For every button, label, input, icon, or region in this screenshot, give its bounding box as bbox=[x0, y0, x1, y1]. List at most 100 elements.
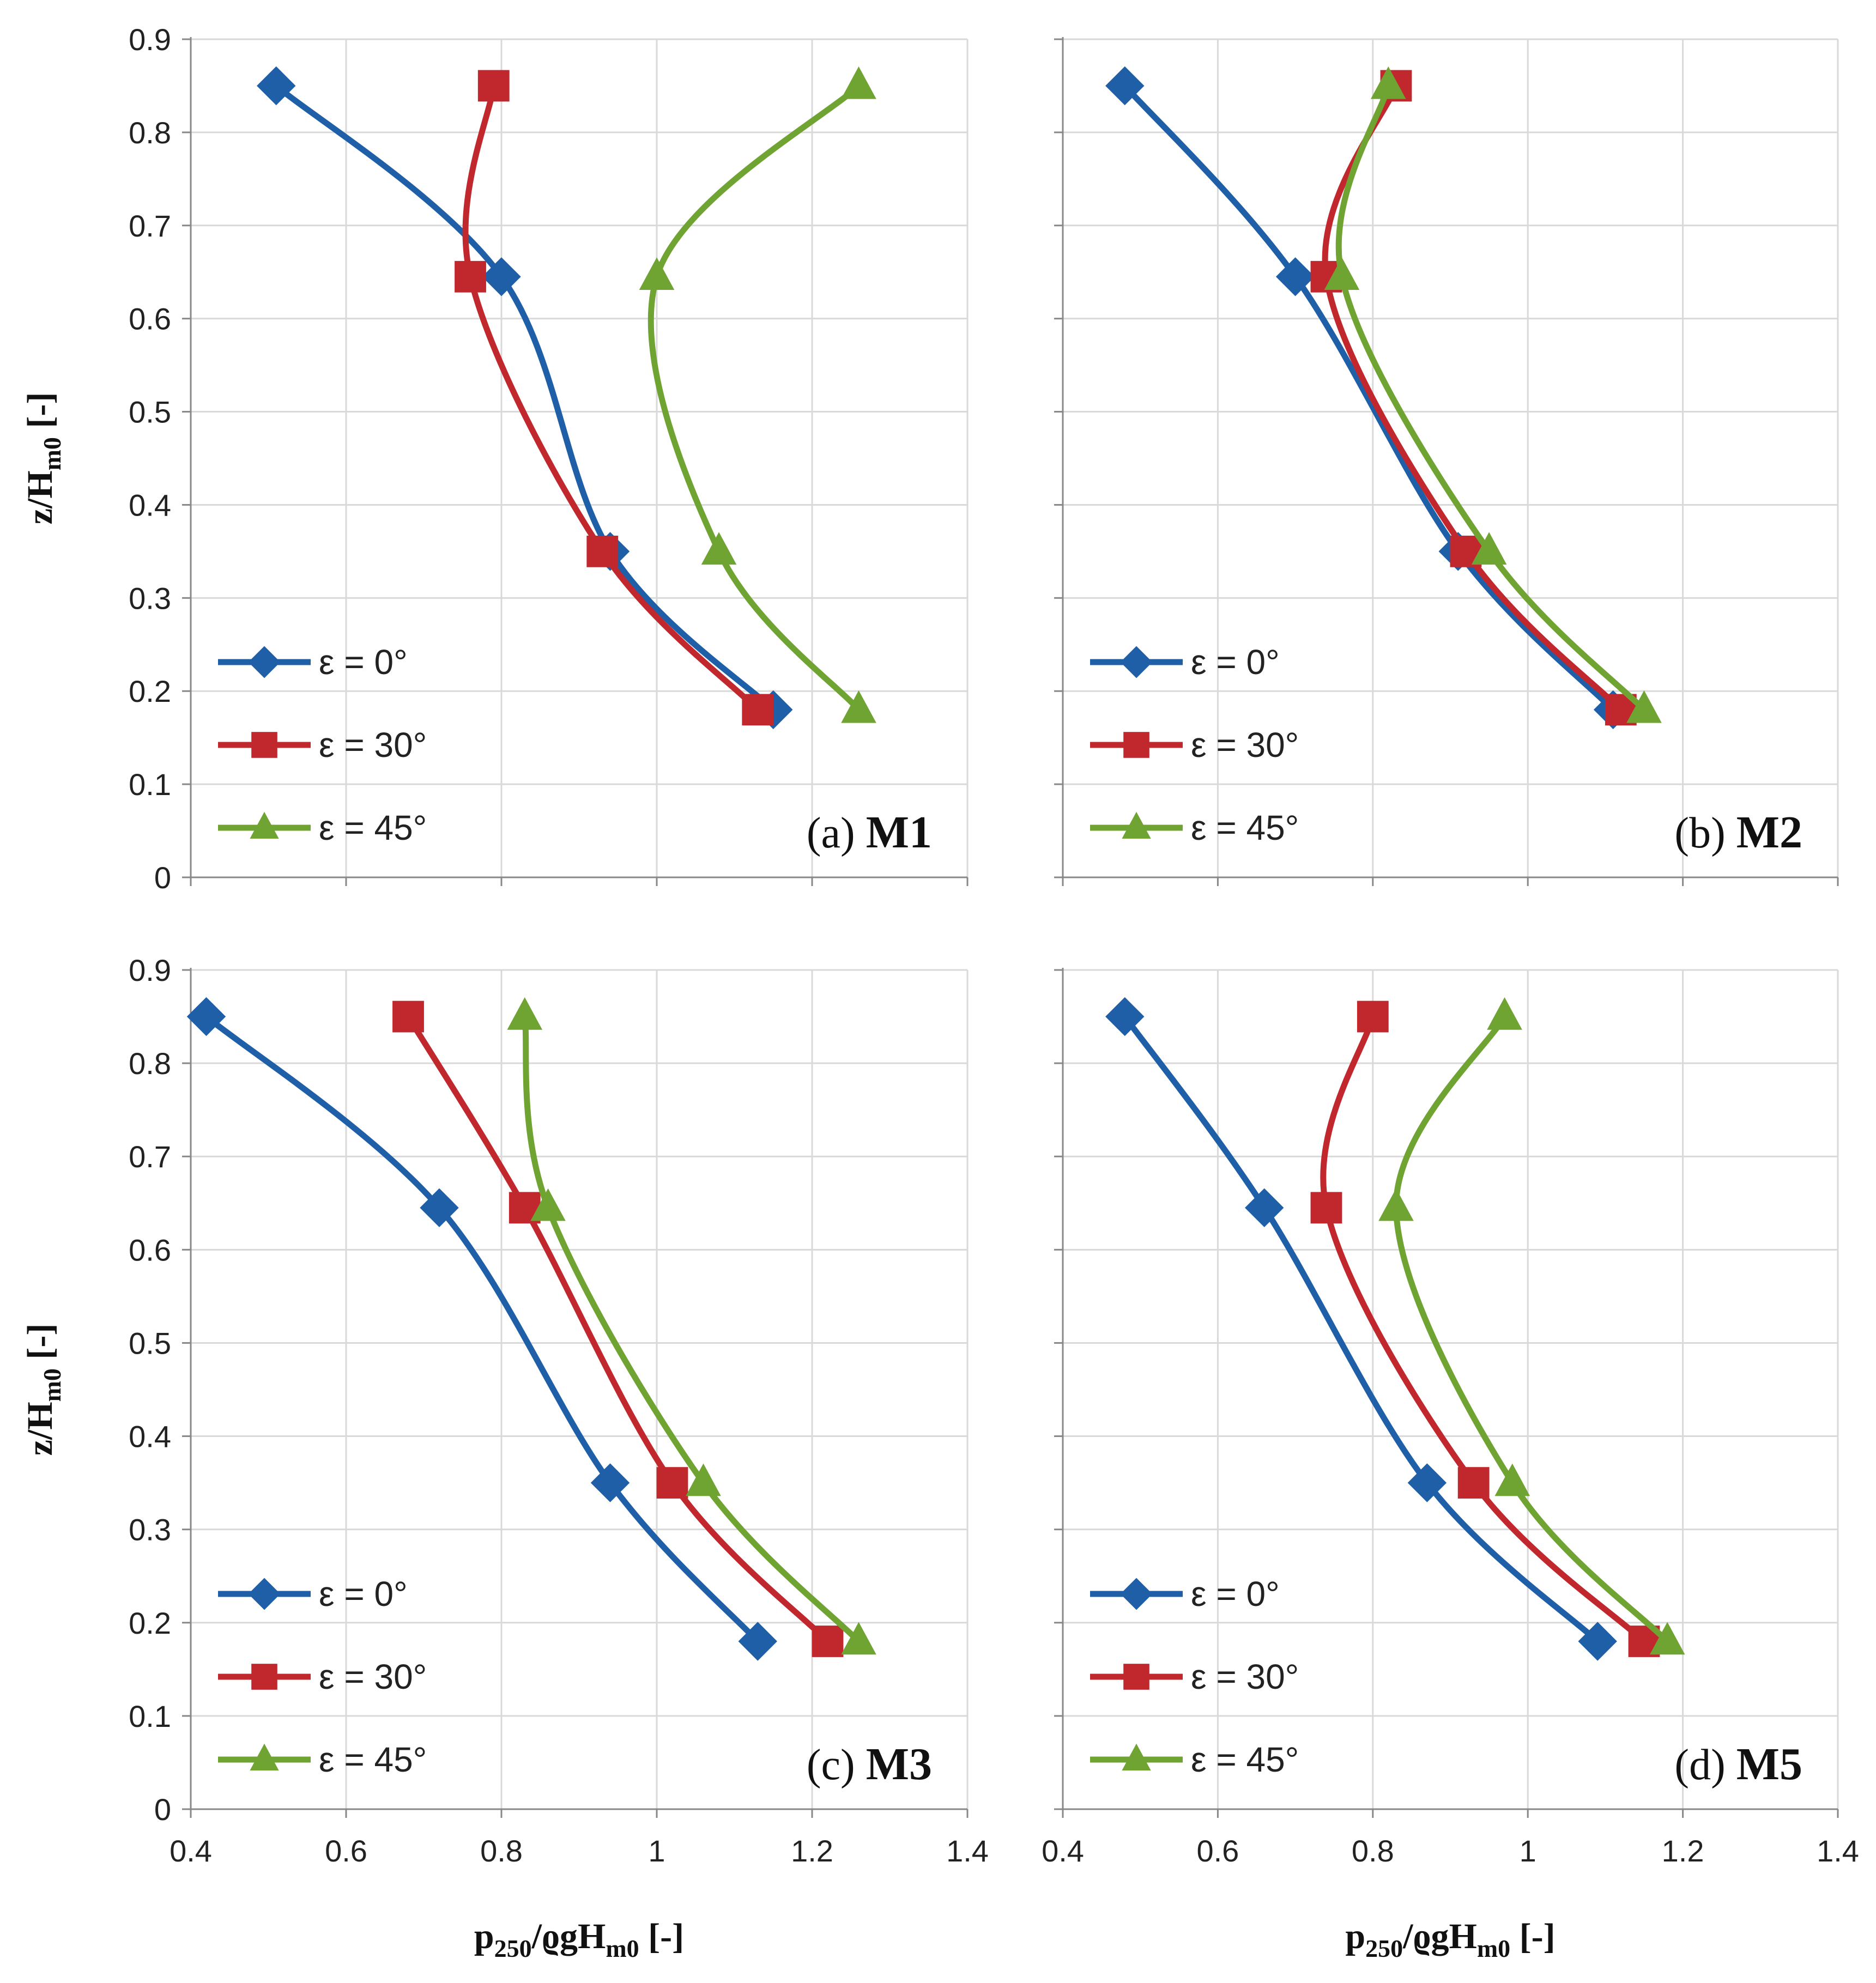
x-tick-label: 0.6 bbox=[1196, 1834, 1239, 1868]
data-point-diamond bbox=[186, 997, 226, 1036]
y-tick-label: 0.6 bbox=[129, 302, 171, 336]
y-axis-label: z/Hm0 [-] bbox=[20, 1324, 66, 1456]
legend: ε = 0° ε = 30° ε = 45° bbox=[218, 642, 427, 847]
gridlines bbox=[191, 969, 969, 1809]
y-tick-label: 0.8 bbox=[129, 116, 171, 150]
legend-item-eps-45: ε = 45° bbox=[1090, 808, 1299, 847]
y-tick-label: 0.7 bbox=[129, 1139, 171, 1174]
data-point-triangle bbox=[507, 997, 543, 1030]
series-line bbox=[203, 1014, 761, 1645]
series-eps-45 bbox=[1378, 997, 1685, 1655]
legend-label: ε = 30° bbox=[319, 725, 427, 765]
data-point-square bbox=[455, 260, 486, 293]
legend-marker-square bbox=[1123, 1664, 1149, 1690]
legend-item-eps-45: ε = 45° bbox=[218, 808, 427, 847]
legend-marker-square bbox=[251, 732, 277, 758]
y-tick-label: 0.6 bbox=[129, 1233, 171, 1267]
series-line bbox=[647, 82, 862, 713]
legend-marker-triangle bbox=[1122, 1743, 1151, 1770]
legend-marker-triangle bbox=[250, 1743, 279, 1770]
legend-marker-triangle bbox=[250, 811, 279, 839]
legend-marker-diamond bbox=[248, 646, 281, 678]
x-tick-label: 0.8 bbox=[480, 1834, 523, 1868]
y-tick-label: 0.7 bbox=[129, 209, 171, 243]
data-point-square bbox=[742, 694, 774, 726]
x-tick-label: 1.4 bbox=[946, 1834, 989, 1868]
data-point-triangle bbox=[1649, 1622, 1685, 1655]
data-point-diamond bbox=[1578, 1622, 1617, 1661]
legend-item-eps-0: ε = 0° bbox=[218, 642, 408, 682]
data-point-triangle bbox=[1471, 532, 1507, 565]
y-tick-label: 0.5 bbox=[129, 1326, 171, 1360]
x-axis-label: p250/ϱgHm0 [-] bbox=[474, 1917, 684, 1962]
x-tick-label: 1.4 bbox=[1817, 1834, 1859, 1868]
y-tick-label: 0 bbox=[154, 1792, 171, 1827]
y-tick-label: 0.1 bbox=[129, 1699, 171, 1733]
y-tick-label: 0.8 bbox=[129, 1046, 171, 1081]
series-line bbox=[273, 82, 777, 713]
gridlines bbox=[1063, 969, 1839, 1809]
panel-title: (d) M5 bbox=[1674, 1739, 1802, 1790]
legend-item-eps-0: ε = 0° bbox=[1090, 642, 1280, 682]
series-eps-30 bbox=[455, 70, 774, 726]
legend-label: ε = 45° bbox=[1191, 1740, 1299, 1779]
data-point-triangle bbox=[530, 1188, 566, 1221]
x-tick-label: 0.4 bbox=[170, 1834, 212, 1868]
legend: ε = 0° ε = 30° ε = 45° bbox=[218, 1574, 427, 1779]
x-tick-label: 1 bbox=[648, 1834, 665, 1868]
data-point-triangle bbox=[1378, 1188, 1414, 1221]
panel-title: (c) M3 bbox=[807, 1739, 932, 1790]
gridlines bbox=[1063, 38, 1839, 877]
y-axis-label: z/Hm0 [-] bbox=[20, 392, 66, 525]
series-line bbox=[1335, 82, 1647, 713]
y-tick-label: 0.5 bbox=[129, 395, 171, 429]
series-line bbox=[1393, 1014, 1671, 1645]
data-point-square bbox=[1310, 1192, 1342, 1224]
y-tick-label: 0.9 bbox=[129, 22, 171, 57]
data-point-triangle bbox=[1370, 66, 1406, 99]
data-point-triangle bbox=[701, 532, 737, 565]
data-point-square bbox=[586, 535, 619, 567]
series-eps-30 bbox=[1310, 1000, 1660, 1657]
gridlines bbox=[191, 38, 969, 877]
legend-item-eps-30: ε = 30° bbox=[218, 725, 427, 765]
panel-m2: ε = 0° ε = 30° ε = 45° (b) M2 bbox=[1054, 37, 1839, 886]
data-point-diamond bbox=[482, 257, 521, 296]
data-point-square bbox=[392, 1000, 424, 1033]
x-axis-label: p250/ϱgHm0 [-] bbox=[1345, 1917, 1555, 1962]
data-point-triangle bbox=[1494, 1463, 1530, 1496]
legend-label: ε = 0° bbox=[319, 1574, 408, 1614]
data-point-square bbox=[1357, 1000, 1389, 1033]
y-tick-label: 0.2 bbox=[129, 1606, 171, 1640]
x-tick-label: 0.6 bbox=[325, 1834, 367, 1868]
data-point-triangle bbox=[841, 690, 876, 723]
legend-marker-triangle bbox=[1122, 811, 1151, 839]
series-line bbox=[1322, 82, 1624, 713]
legend-label: ε = 0° bbox=[1191, 642, 1280, 682]
series-eps-45 bbox=[1324, 66, 1662, 723]
data-point-diamond bbox=[1105, 997, 1145, 1036]
legend-item-eps-30: ε = 30° bbox=[218, 1657, 427, 1696]
legend-label: ε = 30° bbox=[1191, 725, 1299, 765]
legend-item-eps-45: ε = 45° bbox=[1090, 1740, 1299, 1779]
y-tick-label: 0.4 bbox=[129, 488, 171, 522]
legend-marker-diamond bbox=[1120, 1578, 1153, 1610]
legend-label: ε = 0° bbox=[1191, 1574, 1280, 1614]
series-eps-30 bbox=[392, 1000, 844, 1657]
legend-marker-diamond bbox=[248, 1578, 281, 1610]
panel-m1: 0 0.1 0.2 0.3 0.4 0.5 0.6 0.7 0.8 0.9 z/Hm0 [-] ε =… bbox=[20, 22, 969, 895]
y-tick-label: 0.9 bbox=[129, 953, 171, 987]
data-point-triangle bbox=[841, 66, 876, 99]
data-point-triangle bbox=[686, 1463, 721, 1496]
y-tick-label: 0.3 bbox=[129, 581, 171, 615]
legend-item-eps-45: ε = 45° bbox=[218, 1740, 427, 1779]
series-eps-30 bbox=[1310, 70, 1637, 726]
legend-label: ε = 30° bbox=[319, 1657, 427, 1696]
panel-title: (b) M2 bbox=[1674, 807, 1802, 858]
series-eps-45 bbox=[639, 66, 876, 723]
data-point-diamond bbox=[257, 66, 296, 106]
data-point-triangle bbox=[1324, 257, 1360, 290]
x-tick-label: 1 bbox=[1520, 1834, 1536, 1868]
